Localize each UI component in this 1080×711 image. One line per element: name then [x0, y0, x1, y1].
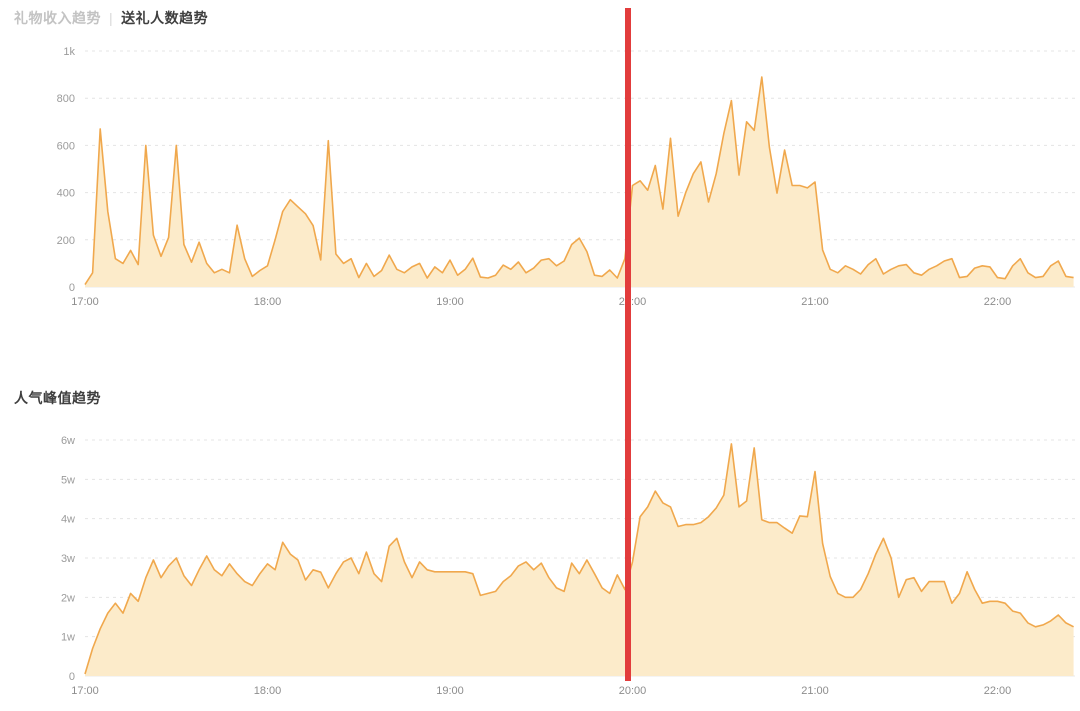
series-area-fill: [85, 443, 1074, 676]
y-axis-tick-label: 600: [57, 140, 75, 152]
x-axis-tick-label: 20:00: [619, 685, 647, 697]
x-axis-tick-label: 22:00: [984, 685, 1012, 697]
y-axis-tick-label: 4w: [61, 514, 75, 526]
popularity-peak-trend-label: 人气峰值趋势: [14, 390, 101, 406]
series-line: [84, 76, 1074, 286]
x-axis-tick-label: 21:00: [801, 296, 829, 308]
gift-income-area-chart: 0 200 400 600 800 1k 17:00 18:00 19:00 20:00 21:00…: [57, 46, 1075, 308]
series-line: [84, 443, 1074, 675]
x-axis-tick-label: 22:00: [984, 296, 1012, 308]
tab-gift-givers-trend[interactable]: 送礼人数趋势: [121, 10, 209, 26]
y-axis-tick-label: 200: [57, 235, 75, 247]
x-axis-tick-label: 18:00: [254, 296, 282, 308]
series-area-fill: [85, 77, 1074, 287]
y-axis-tick-label: 0: [69, 282, 75, 294]
x-axis-tick-label: 19:00: [436, 296, 464, 308]
title-separator: |: [109, 10, 114, 26]
popularity-chart-title: 人气峰值趋势: [14, 388, 101, 408]
gift-chart-title: 礼物收入趋势 | 送礼人数趋势: [14, 8, 208, 28]
tab-gift-income-trend[interactable]: 礼物收入趋势: [14, 10, 101, 26]
y-axis-tick-label: 1w: [61, 632, 75, 644]
y-axis-tick-label: 5w: [61, 474, 75, 486]
x-axis-tick-label: 17:00: [71, 685, 99, 697]
y-axis-tick-label: 800: [57, 93, 75, 105]
x-axis-tick-label: 17:00: [71, 296, 99, 308]
y-axis-tick-label: 3w: [61, 553, 75, 565]
y-axis-tick-label: 0: [69, 671, 75, 683]
x-axis-tick-label: 18:00: [254, 685, 282, 697]
y-axis-tick-label: 2w: [61, 592, 75, 604]
popularity-peak-area-chart: 0 1w 2w 3w 4w 5w 6w 17:00 18:00 19:00 20:00 21:00 22…: [61, 435, 1075, 697]
y-axis-tick-label: 400: [57, 188, 75, 200]
broadcast-start-marker-line: [625, 8, 631, 681]
y-axis-tick-label: 6w: [61, 435, 75, 447]
y-axis-tick-label: 1k: [63, 46, 75, 58]
x-axis-tick-label: 19:00: [436, 685, 464, 697]
x-axis-tick-label: 20:00: [619, 296, 647, 308]
x-axis-tick-label: 21:00: [801, 685, 829, 697]
